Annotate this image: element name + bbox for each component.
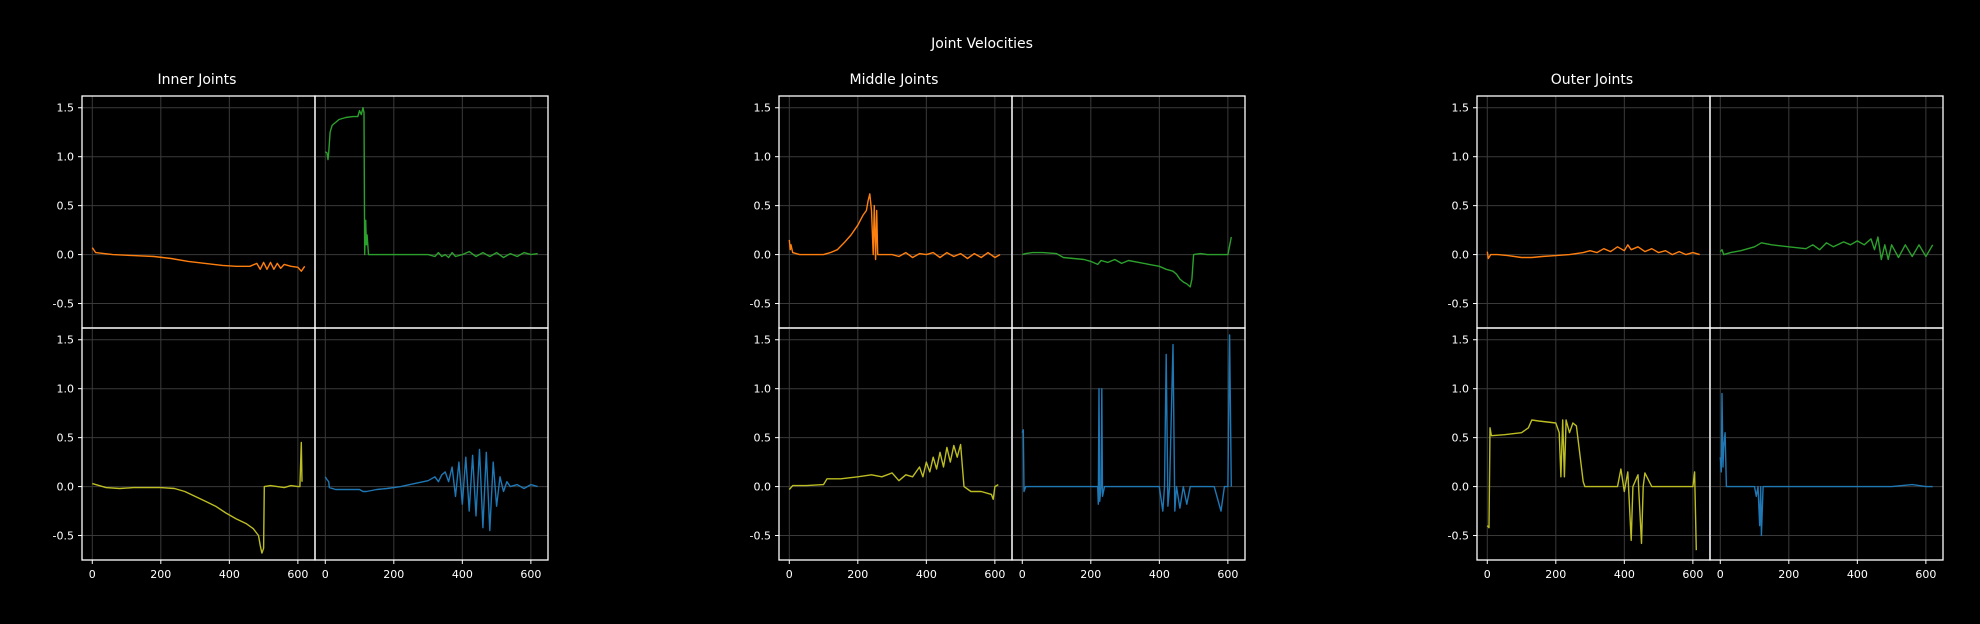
axes-frame	[314, 95, 549, 329]
panel-bottom-right: 0 200 400 600	[314, 327, 549, 581]
panel-bottom-left: -0.5 0.0 0.5 1.0 1.5 0 200 400 600	[750, 327, 1013, 581]
x-tick-label: 0	[786, 568, 793, 581]
x-tick-label: 600	[1682, 568, 1703, 581]
x-tick-label: 400	[1847, 568, 1868, 581]
panel-top-right	[1011, 95, 1246, 329]
x-tick-label: 200	[1545, 568, 1566, 581]
x-tick-label: 400	[1149, 568, 1170, 581]
series-line-orange	[91, 247, 306, 272]
y-tick-label: 1.5	[754, 102, 772, 115]
x-tick-label: 200	[150, 568, 171, 581]
group-title: Inner Joints	[158, 72, 237, 88]
series-line-green	[324, 106, 538, 259]
group-2: Outer Joints -0.5 0.0 0.5 1.0 1.5 -0.5 0.0 0.5 1.…	[1448, 72, 1944, 581]
y-tick-label: 0.5	[57, 432, 75, 445]
axes-frame	[778, 95, 1013, 329]
x-tick-label: 0	[1484, 568, 1491, 581]
y-tick-label: 0.5	[754, 200, 772, 213]
panel-bottom-left: -0.5 0.0 0.5 1.0 1.5 0 200 400 600	[1448, 327, 1711, 581]
x-tick-label: 0	[322, 568, 329, 581]
x-tick-label: 400	[219, 568, 240, 581]
group-1: Middle Joints -0.5 0.0 0.5 1.0 1.5 -0.5 0.0 0.5 1…	[750, 72, 1246, 581]
x-tick-label: 200	[383, 568, 404, 581]
series-line-yellow	[788, 443, 999, 500]
series-line-yellow	[92, 441, 303, 554]
panel-top-right	[1709, 95, 1944, 329]
series-line-orange	[1486, 244, 1700, 260]
y-tick-label: 0.0	[57, 481, 75, 494]
x-tick-label: 600	[520, 568, 541, 581]
series-line-blue	[1719, 392, 1933, 537]
y-tick-label: -0.5	[53, 298, 74, 311]
y-tick-label: 1.5	[754, 334, 772, 347]
x-tick-label: 0	[1019, 568, 1026, 581]
axes-frame	[1011, 327, 1246, 561]
y-tick-label: -0.5	[53, 530, 74, 543]
group-title: Outer Joints	[1551, 72, 1633, 88]
panel-bottom-right: 0 200 400 600	[1709, 327, 1944, 581]
y-tick-label: 0.0	[1452, 249, 1470, 262]
y-tick-label: 0.5	[1452, 432, 1470, 445]
y-tick-label: 0.0	[1452, 481, 1470, 494]
panel-top-left: -0.5 0.0 0.5 1.0 1.5	[53, 95, 316, 329]
x-tick-label: 600	[1915, 568, 1936, 581]
axes-frame	[1476, 95, 1711, 329]
y-tick-label: 0.5	[1452, 200, 1470, 213]
y-tick-label: 0.0	[754, 249, 772, 262]
y-tick-label: 1.5	[1452, 102, 1470, 115]
y-tick-label: 0.0	[754, 481, 772, 494]
x-tick-label: 600	[984, 568, 1005, 581]
panel-bottom-left: -0.5 0.0 0.5 1.0 1.5 0 200 400 600	[53, 327, 316, 581]
axes-frame	[1709, 95, 1944, 329]
y-tick-label: 1.0	[754, 151, 772, 164]
x-tick-label: 0	[89, 568, 96, 581]
y-tick-label: 0.0	[57, 249, 75, 262]
group-title: Middle Joints	[850, 72, 939, 88]
y-tick-label: -0.5	[750, 298, 771, 311]
group-0: Inner Joints -0.5 0.0 0.5 1.0 1.5 -0.5 0.0 0.5 1.…	[53, 72, 549, 581]
y-tick-label: 1.0	[57, 383, 75, 396]
y-tick-label: 1.5	[1452, 334, 1470, 347]
panel-top-right	[314, 95, 549, 329]
x-tick-label: 0	[1717, 568, 1724, 581]
plots: Inner Joints -0.5 0.0 0.5 1.0 1.5 -0.5 0.0 0.5 1.…	[53, 72, 1944, 581]
axes-frame	[1709, 327, 1944, 561]
axes-frame	[314, 327, 549, 561]
series-line-green	[1719, 236, 1934, 261]
panel-top-left: -0.5 0.0 0.5 1.0 1.5	[750, 95, 1013, 329]
x-tick-label: 200	[1080, 568, 1101, 581]
y-tick-label: 0.5	[754, 432, 772, 445]
y-tick-label: -0.5	[1448, 530, 1469, 543]
series-line-yellow	[1486, 419, 1697, 551]
axes-frame	[1476, 327, 1711, 561]
y-tick-label: 0.5	[57, 200, 75, 213]
panel-top-left: -0.5 0.0 0.5 1.0 1.5	[1448, 95, 1711, 329]
y-tick-label: 1.5	[57, 334, 75, 347]
y-tick-label: 1.0	[57, 151, 75, 164]
series-line-blue	[324, 448, 538, 532]
y-tick-label: 1.5	[57, 102, 75, 115]
axes-frame	[81, 95, 316, 329]
x-tick-label: 600	[287, 568, 308, 581]
panel-bottom-right: 0 200 400 600	[1011, 327, 1246, 581]
series-line-green	[1022, 236, 1232, 288]
series-line-orange	[788, 193, 1001, 261]
x-tick-label: 200	[1778, 568, 1799, 581]
axes-frame	[778, 327, 1013, 561]
y-tick-label: 1.0	[1452, 383, 1470, 396]
x-tick-label: 400	[916, 568, 937, 581]
axes-frame	[81, 327, 316, 561]
series-line-blue	[1021, 334, 1233, 512]
y-tick-label: 1.0	[1452, 151, 1470, 164]
x-tick-label: 400	[1614, 568, 1635, 581]
axes-frame	[1011, 95, 1246, 329]
x-tick-label: 200	[847, 568, 868, 581]
figure-title: Joint Velocities	[930, 36, 1033, 52]
x-tick-label: 600	[1217, 568, 1238, 581]
y-tick-label: -0.5	[1448, 298, 1469, 311]
y-tick-label: -0.5	[750, 530, 771, 543]
x-tick-label: 400	[452, 568, 473, 581]
y-tick-label: 1.0	[754, 383, 772, 396]
